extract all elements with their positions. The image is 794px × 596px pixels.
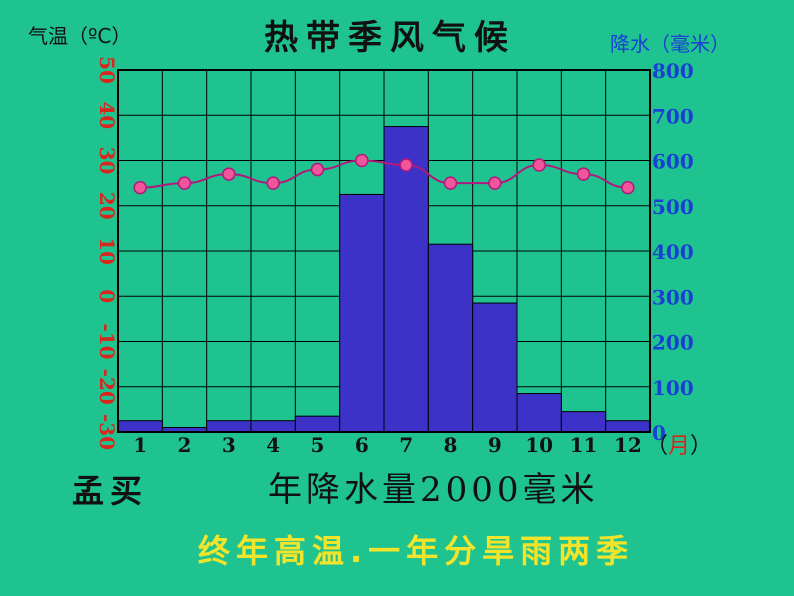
month-tick-label: 9 <box>488 433 502 457</box>
temperature-point <box>621 180 635 195</box>
precip-bar <box>383 126 429 433</box>
precip-bar <box>294 415 341 433</box>
month-tick-label: 3 <box>222 433 236 457</box>
temperature-point <box>310 162 325 177</box>
precip-bar <box>427 243 474 433</box>
temperature-point <box>266 176 280 190</box>
temperature-tick-label: 10 <box>95 237 119 265</box>
temperature-point <box>133 180 147 195</box>
temperature-point <box>576 167 591 181</box>
precip-tick-label: 800 <box>652 59 694 83</box>
temperature-point <box>177 176 192 190</box>
temperature-tick-label: -20 <box>95 369 119 405</box>
precip-tick-label: 100 <box>652 376 694 400</box>
month-tick-label: 8 <box>444 433 458 457</box>
temperature-point <box>399 158 413 172</box>
precip-bar <box>516 393 562 433</box>
precip-bar <box>250 420 296 433</box>
month-tick-label: 5 <box>311 433 325 457</box>
temperature-tick-label: 0 <box>95 289 119 303</box>
climate-summary: 终年高温.一年分旱雨两季 <box>198 532 635 570</box>
right-axis-label: 降水（毫米） <box>610 32 730 56</box>
temperature-tick-label: 30 <box>95 147 119 175</box>
month-unit-close: ） <box>690 434 713 459</box>
month-tick-label: 10 <box>525 433 553 457</box>
month-tick-label: 12 <box>614 433 642 457</box>
annual-precipitation: 年降水量2000毫米 <box>268 470 599 510</box>
precip-tick-label: 0 <box>652 421 666 445</box>
precip-bar <box>339 193 385 433</box>
plot-frame <box>117 69 651 433</box>
month-unit-open: （ <box>646 434 669 459</box>
temperature-point <box>443 176 458 190</box>
month-tick-label: 6 <box>355 433 369 457</box>
month-tick-label: 11 <box>570 433 598 457</box>
month-tick-label: 4 <box>266 433 280 457</box>
temperature-point <box>532 158 546 172</box>
temperature-tick-label: 50 <box>95 56 119 84</box>
precip-bar <box>605 420 651 433</box>
temperature-point <box>355 153 369 168</box>
precip-tick-label: 400 <box>652 240 694 264</box>
month-unit: （月） <box>646 428 712 460</box>
precip-tick-label: 300 <box>652 285 694 309</box>
precip-bar <box>206 420 252 433</box>
temperature-tick-label: -30 <box>95 414 119 450</box>
precip-tick-label: 500 <box>652 195 694 219</box>
precip-bar <box>117 420 163 433</box>
precip-tick-label: 700 <box>652 104 694 128</box>
city-name: 孟买 <box>72 472 149 510</box>
chart-title: 热带季风气候 <box>264 18 516 58</box>
precip-tick-label: 200 <box>652 331 694 355</box>
month-tick-label: 2 <box>178 433 192 457</box>
precip-tick-label: 600 <box>652 150 694 174</box>
temperature-tick-label: 20 <box>95 192 119 220</box>
precip-bar <box>560 411 607 433</box>
left-axis-label: 气温（ºC） <box>28 24 132 48</box>
temperature-point <box>488 176 502 190</box>
month-tick-label: 1 <box>133 433 147 457</box>
temperature-tick-label: 40 <box>95 101 119 129</box>
temperature-tick-label: -10 <box>95 323 119 359</box>
precip-bar <box>472 302 518 433</box>
month-tick-label: 7 <box>399 433 413 457</box>
month-unit-text: 月 <box>668 434 691 459</box>
temperature-point <box>222 167 236 181</box>
